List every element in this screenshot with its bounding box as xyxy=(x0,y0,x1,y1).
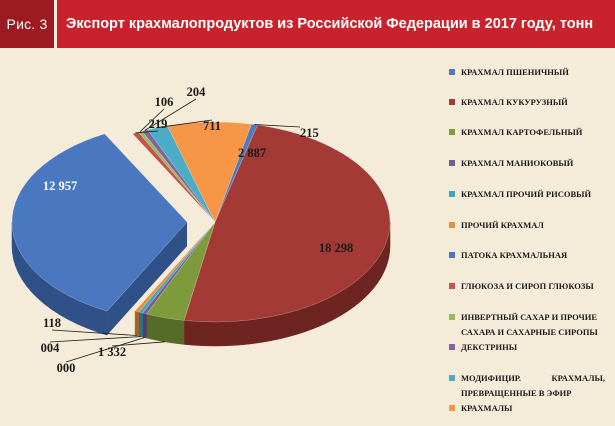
legend-swatch xyxy=(449,344,455,350)
legend-label: ДЕКСТРИНЫ xyxy=(461,342,518,352)
legend-label: КРАХМАЛЫ xyxy=(461,403,513,413)
data-label: 1 332 xyxy=(98,345,126,359)
leader-line xyxy=(254,124,301,128)
leader-lines xyxy=(49,98,301,363)
data-label: 000 xyxy=(57,361,76,375)
header-divider xyxy=(54,0,57,48)
legend-label: ГЛЮКОЗА И СИРОП ГЛЮКОЗЫ xyxy=(461,281,594,291)
legend-label: САХАРА И САХАРНЫЕ СИРОПЫ xyxy=(461,327,598,337)
legend-label: КРАХМАЛ МАНИОКОВЫЙ xyxy=(461,158,574,168)
slice-side xyxy=(142,312,147,339)
figure-label: Рис. 3 xyxy=(0,0,54,48)
data-label: 215 xyxy=(300,126,319,140)
slice-tops xyxy=(11,121,391,323)
legend-label: ПРЕВРАЩЕННЫЕ В ЭФИР xyxy=(461,388,572,398)
legend-label: ПРОЧИЙ КРАХМАЛ xyxy=(461,220,544,230)
legend-swatch xyxy=(449,252,455,258)
slice-12957 xyxy=(11,133,188,312)
slice-2887 xyxy=(167,121,252,223)
data-label: 106 xyxy=(155,95,174,109)
legend-swatch xyxy=(449,99,455,105)
leader-line xyxy=(157,119,213,128)
chart-title: Экспорт крахмалопродуктов из Российской … xyxy=(66,16,594,32)
legend-swatch xyxy=(449,375,455,381)
legend-item: ПРОЧИЙ КРАХМАЛ xyxy=(449,219,544,231)
data-label: 2 887 xyxy=(238,146,266,160)
legend-item: ПАТОКА КРАХМАЛЬНАЯ xyxy=(449,249,567,261)
pie-chart: 215 18 298 1 332 000 004 118 12 957 219 106 204 71… xyxy=(11,85,391,375)
data-label: 204 xyxy=(187,85,207,99)
legend-item: МОДИФИЦИР. КРАХМАЛЫ, xyxy=(449,372,605,384)
data-label: 18 298 xyxy=(319,241,353,255)
data-label: 004 xyxy=(41,341,61,355)
legend-item: КРАХМАЛЫ xyxy=(449,402,512,414)
legend-item: ПРЕВРАЩЕННЫЕ В ЭФИР xyxy=(449,387,571,399)
legend-label: КРАХМАЛ ПШЕНИЧНЫЙ xyxy=(461,67,569,77)
legend-item: КРАХМАЛ КАРТОФЕЛЬНЫЙ xyxy=(449,126,582,138)
slice-cut-wall xyxy=(107,222,188,336)
slice-18298 xyxy=(183,124,391,323)
legend-label: КРАХМАЛ ПРОЧИЙ РИСОВЫЙ xyxy=(461,189,592,199)
data-label: 711 xyxy=(203,119,221,133)
figure-header: Рис. 3 Экспорт крахмалопродуктов из Росс… xyxy=(0,0,615,48)
legend-swatch xyxy=(449,222,455,228)
legend-item: САХАРА И САХАРНЫЕ СИРОПЫ xyxy=(449,326,598,338)
legend-item: КРАХМАЛ ПРОЧИЙ РИСОВЫЙ xyxy=(449,188,591,200)
leader-line xyxy=(144,98,197,131)
legend-label: ПАТОКА КРАХМАЛЬНАЯ xyxy=(461,250,568,260)
legend-swatch xyxy=(449,160,455,166)
data-label: 219 xyxy=(149,117,168,131)
leader-line xyxy=(51,329,137,336)
legend-item: КРАХМАЛ МАНИОКОВЫЙ xyxy=(449,157,573,169)
legend-swatch xyxy=(449,69,455,75)
legend-label: МОДИФИЦИР. КРАХМАЛЫ, xyxy=(461,373,605,383)
leader-line xyxy=(65,337,145,363)
leader-line xyxy=(139,108,165,132)
legend-label: КРАХМАЛ КУКУРУЗНЫЙ xyxy=(461,97,568,107)
legend-item: ДЕКСТРИНЫ xyxy=(449,341,517,353)
legend-item: ИНВЕРТНЫЙ САХАР И ПРОЧИЕ xyxy=(449,311,597,323)
legend-swatch xyxy=(449,283,455,289)
legend-swatch xyxy=(449,129,455,135)
data-label: 12 957 xyxy=(43,179,77,193)
legend-item: КРАХМАЛ КУКУРУЗНЫЙ xyxy=(449,96,568,108)
legend-label: КРАХМАЛ КАРТОФЕЛЬНЫЙ xyxy=(461,127,583,137)
data-labels: 215 18 298 1 332 000 004 118 12 957 219 106 204 71… xyxy=(41,85,354,375)
data-label: 118 xyxy=(43,316,61,330)
leader-line xyxy=(49,336,141,343)
legend-swatch xyxy=(449,314,455,320)
legend-label: ИНВЕРТНЫЙ САХАР И ПРОЧИЕ xyxy=(461,312,598,322)
legend-item: ГЛЮКОЗА И СИРОП ГЛЮКОЗЫ xyxy=(449,280,594,292)
legend-swatch xyxy=(449,191,455,197)
slice-side xyxy=(138,311,143,338)
legend-swatch xyxy=(449,405,455,411)
leader-line xyxy=(135,130,159,134)
slice-side xyxy=(134,310,140,337)
slice-118 xyxy=(134,221,216,313)
legend-item: КРАХМАЛ ПШЕНИЧНЫЙ xyxy=(449,66,569,78)
